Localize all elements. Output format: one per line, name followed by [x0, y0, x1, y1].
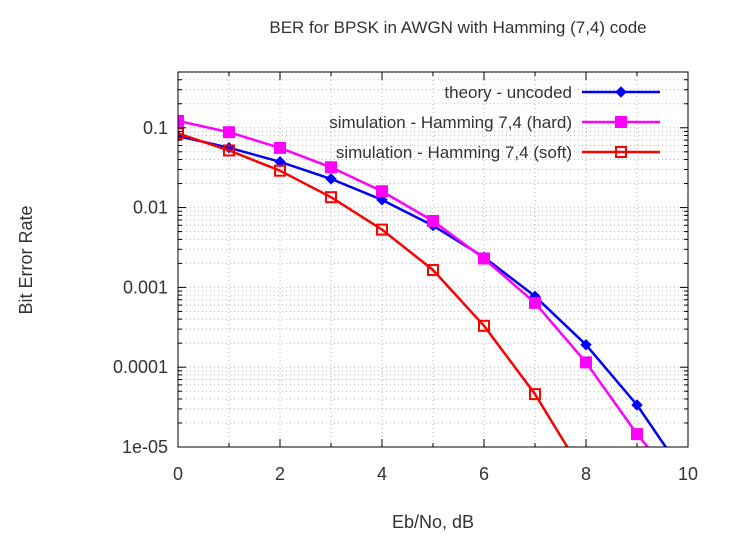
x-tick-label: 4	[377, 464, 387, 484]
ticks	[177, 71, 689, 448]
data-point	[376, 185, 388, 198]
series-2	[178, 114, 650, 447]
data-point	[478, 252, 490, 265]
data-point	[274, 156, 286, 168]
y-axis-label: Bit Error Rate	[16, 205, 36, 314]
data-point	[631, 428, 643, 441]
x-tick-label: 2	[275, 464, 285, 484]
data-point	[376, 194, 388, 206]
legend: theory - uncoded simulation - Hamming 7,4…	[329, 83, 660, 162]
y-tick-label: 0.0001	[113, 357, 168, 377]
y-tick-label: 1e-05	[122, 437, 168, 457]
legend-marker-2	[615, 116, 627, 128]
x-tick-labels: 0 2 4 6 8 10	[173, 464, 698, 484]
data-point	[274, 164, 286, 177]
legend-marker-1	[615, 86, 627, 98]
grid	[178, 72, 688, 447]
series-3	[178, 127, 569, 447]
data-point	[631, 399, 643, 411]
data-point	[223, 144, 235, 157]
chart-title: BER for BPSK in AWGN with Hamming (7,4) …	[269, 18, 646, 37]
data-point	[325, 191, 337, 204]
series-layer	[178, 114, 668, 447]
legend-label-3: simulation - Hamming 7,4 (soft)	[336, 143, 572, 162]
x-tick-label: 10	[678, 464, 698, 484]
data-point	[223, 126, 235, 139]
data-point	[274, 141, 286, 154]
x-tick-label: 6	[479, 464, 489, 484]
x-tick-label: 0	[173, 464, 183, 484]
y-tick-labels: 0.1 0.01 0.001 0.0001 1e-05	[113, 118, 168, 457]
series-line-2	[178, 119, 650, 447]
legend-label-1: theory - uncoded	[444, 83, 572, 102]
data-point	[325, 161, 337, 174]
y-tick-label: 0.01	[133, 198, 168, 218]
series-line-3	[178, 132, 569, 447]
y-tick-label: 0.1	[143, 118, 168, 138]
data-point	[427, 214, 439, 227]
legend-marker-3	[615, 146, 627, 158]
data-point	[580, 339, 592, 351]
data-point	[178, 114, 184, 127]
data-point	[478, 319, 490, 332]
data-point	[376, 223, 388, 236]
y-tick-label: 0.001	[123, 277, 168, 297]
x-axis-label: Eb/No, dB	[392, 512, 474, 532]
x-tick-label: 8	[581, 464, 591, 484]
data-point	[178, 127, 184, 140]
data-point	[529, 388, 541, 401]
legend-label-2: simulation - Hamming 7,4 (hard)	[329, 113, 572, 132]
data-point	[529, 296, 541, 309]
data-point	[580, 356, 592, 369]
data-point	[427, 264, 439, 277]
data-point	[325, 173, 337, 185]
